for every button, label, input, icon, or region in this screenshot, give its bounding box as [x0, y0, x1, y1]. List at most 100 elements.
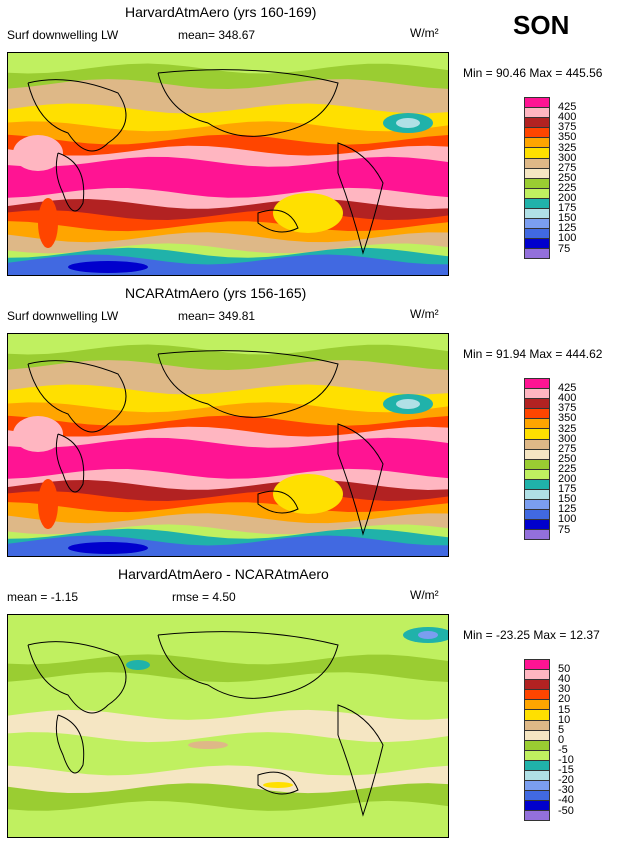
variable-label: mean = -1.15	[7, 590, 79, 604]
colorbar-swatch	[524, 167, 550, 178]
colorbar-label: 175	[558, 202, 577, 215]
panel-title: NCARAtmAero (yrs 156-165)	[125, 285, 307, 301]
colorbar-label: -5	[558, 743, 568, 756]
coastline	[337, 704, 384, 817]
colorbar-swatch	[524, 780, 550, 791]
colorbar-label: 175	[558, 483, 577, 496]
colorbar-swatch	[524, 107, 550, 118]
colorbar-swatch	[524, 187, 550, 198]
colorbar-label: 100	[558, 513, 577, 526]
colorbar-swatch	[524, 699, 550, 710]
coastline	[337, 423, 384, 536]
colorbar-swatch	[524, 489, 550, 500]
colorbar-label: 400	[558, 111, 577, 124]
colorbar-label: 75	[558, 523, 571, 536]
coastline	[257, 771, 299, 795]
contour-map	[7, 614, 449, 838]
colorbar-label: 325	[558, 422, 577, 435]
colorbar-swatch	[524, 719, 550, 730]
colorbar-swatch	[524, 679, 550, 690]
colorbar-swatch	[524, 248, 550, 259]
contour-patch	[38, 479, 58, 529]
colorbar-label: 425	[558, 101, 577, 114]
colorbar-swatch	[524, 689, 550, 700]
colorbar-label: 50	[558, 663, 571, 676]
colorbar-swatch	[524, 458, 550, 469]
colorbar-label: 20	[558, 693, 571, 706]
colorbar-label: -30	[558, 784, 574, 797]
contour-patch	[396, 399, 420, 409]
colorbar-swatch	[524, 137, 550, 148]
contour-patch	[396, 118, 420, 128]
colorbar-label: 300	[558, 432, 577, 445]
minmax-label: Min = -23.25 Max = 12.37	[463, 628, 600, 642]
colorbar-label: 40	[558, 673, 571, 686]
colorbar-swatch	[524, 759, 550, 771]
colorbar-swatch	[524, 197, 550, 209]
colorbar-label: 375	[558, 402, 577, 415]
colorbar-label: 325	[558, 141, 577, 154]
colorbar-swatch	[524, 147, 550, 158]
colorbar-swatch	[524, 770, 550, 781]
colorbar-label: 275	[558, 161, 577, 174]
contour-patch	[188, 741, 228, 749]
units-label: W/m²	[410, 26, 439, 40]
contour-map	[7, 52, 449, 276]
colorbar-swatch	[524, 519, 550, 530]
colorbar	[524, 659, 550, 821]
colorbar-swatch	[524, 800, 550, 811]
colorbar-label: 400	[558, 392, 577, 405]
panel-title: HarvardAtmAero - NCARAtmAero	[118, 566, 329, 582]
coastline	[27, 360, 127, 433]
colorbar-swatch	[524, 418, 550, 429]
colorbar-swatch	[524, 127, 550, 138]
colorbar-label: 350	[558, 131, 577, 144]
colorbar-swatch	[524, 468, 550, 479]
colorbar	[524, 378, 550, 540]
colorbar-label: 300	[558, 151, 577, 164]
colorbar	[524, 97, 550, 259]
coastline	[257, 490, 299, 514]
colorbar-label: 350	[558, 412, 577, 425]
colorbar-swatch	[524, 388, 550, 399]
mean-label: mean= 349.81	[178, 309, 256, 323]
contour-patch	[126, 660, 150, 670]
colorbar-swatch	[524, 478, 550, 490]
contour-patch	[13, 135, 63, 171]
colorbar-label: -20	[558, 774, 574, 787]
colorbar-label: 200	[558, 192, 577, 204]
colorbar-label: 75	[558, 242, 571, 255]
colorbar-label: -40	[558, 794, 574, 807]
colorbar-swatch	[524, 749, 550, 760]
contour-patch	[273, 474, 343, 514]
colorbar-label: 30	[558, 683, 571, 696]
colorbar-label: 425	[558, 382, 577, 395]
coastline	[55, 152, 85, 212]
colorbar-swatch	[524, 669, 550, 680]
colorbar-swatch	[524, 659, 550, 670]
colorbar-swatch	[524, 428, 550, 439]
colorbar-label: 15	[558, 703, 571, 716]
season-label: SON	[513, 10, 570, 40]
colorbar-label: -15	[558, 764, 574, 777]
colorbar-label: 375	[558, 121, 577, 134]
contour-map	[7, 333, 449, 557]
colorbar-swatch	[524, 408, 550, 419]
colorbar-label: 0	[558, 733, 565, 746]
colorbar-label: 250	[558, 452, 577, 465]
colorbar-swatch	[524, 238, 550, 249]
colorbar-label: 200	[558, 473, 577, 485]
mean-label: mean= 348.67	[178, 28, 256, 42]
colorbar-swatch	[524, 208, 550, 219]
contour-patch	[418, 631, 438, 639]
contour-patch	[263, 782, 293, 788]
colorbar-label: 150	[558, 493, 577, 506]
coastline	[337, 142, 384, 255]
colorbar-swatch	[524, 117, 550, 128]
minmax-label: Min = 91.94 Max = 444.62	[463, 347, 603, 361]
coastline	[55, 714, 85, 774]
colorbar-swatch	[524, 709, 550, 720]
units-label: W/m²	[410, 307, 439, 321]
coastline	[257, 209, 299, 233]
